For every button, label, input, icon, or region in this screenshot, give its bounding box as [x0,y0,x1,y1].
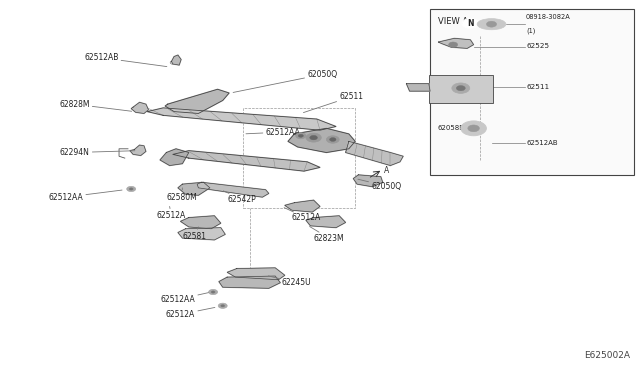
FancyBboxPatch shape [429,75,493,103]
Text: (1): (1) [526,27,536,33]
Circle shape [218,303,227,308]
Circle shape [211,291,215,293]
FancyBboxPatch shape [430,9,634,175]
Text: 62511: 62511 [303,92,364,113]
Text: 62245U: 62245U [268,276,311,287]
Circle shape [127,186,136,192]
Text: 62294N: 62294N [60,148,135,157]
Circle shape [326,136,339,143]
Circle shape [209,289,218,295]
Text: 62580M: 62580M [166,188,197,202]
Polygon shape [172,55,181,65]
Circle shape [129,188,133,190]
Circle shape [468,125,479,132]
Text: 62511: 62511 [526,84,549,90]
Circle shape [134,105,143,110]
Text: VIEW A: VIEW A [438,17,468,26]
Text: 62512AA: 62512AA [49,190,122,202]
Circle shape [462,19,479,28]
Circle shape [298,134,303,137]
Text: 62512A: 62512A [284,208,321,222]
Text: 62050Q: 62050Q [358,179,401,190]
Polygon shape [438,38,474,48]
Polygon shape [346,141,403,166]
Polygon shape [227,268,285,280]
Text: 62581: 62581 [182,227,206,241]
Polygon shape [406,84,430,91]
Polygon shape [130,145,146,155]
Circle shape [306,133,321,142]
Text: 62512A: 62512A [166,307,215,319]
Polygon shape [173,151,320,171]
Circle shape [330,138,336,141]
Polygon shape [178,182,210,195]
Circle shape [449,42,458,47]
Polygon shape [197,182,269,197]
Circle shape [221,305,225,307]
Circle shape [296,133,306,139]
Text: E625002A: E625002A [584,351,630,360]
Polygon shape [131,102,148,113]
Text: 62512AA: 62512AA [246,128,300,137]
Polygon shape [165,89,229,113]
Circle shape [452,83,470,93]
Circle shape [310,135,317,140]
Polygon shape [219,276,280,288]
Text: 62828M: 62828M [59,100,132,111]
Text: 62525: 62525 [526,44,549,49]
Ellipse shape [477,19,506,30]
Circle shape [486,21,497,27]
Text: 62512AB: 62512AB [526,140,557,146]
Polygon shape [160,149,189,166]
Text: 62542P: 62542P [223,191,256,203]
Polygon shape [306,216,346,228]
Circle shape [461,121,486,136]
Polygon shape [353,175,383,187]
Text: 62050Q: 62050Q [233,70,337,93]
Polygon shape [288,128,355,153]
Text: 62512AA: 62512AA [161,293,209,304]
Text: A: A [384,166,389,174]
Text: 62512A: 62512A [157,206,186,220]
Text: 62823M: 62823M [310,227,344,243]
Polygon shape [285,200,320,212]
Polygon shape [178,228,225,240]
Polygon shape [180,216,221,229]
Text: N: N [467,19,474,28]
Polygon shape [147,108,336,130]
Circle shape [456,86,465,91]
Text: 62058B: 62058B [438,125,465,131]
Text: 08918-3082A: 08918-3082A [526,15,571,20]
Text: 62512AB: 62512AB [84,53,167,67]
